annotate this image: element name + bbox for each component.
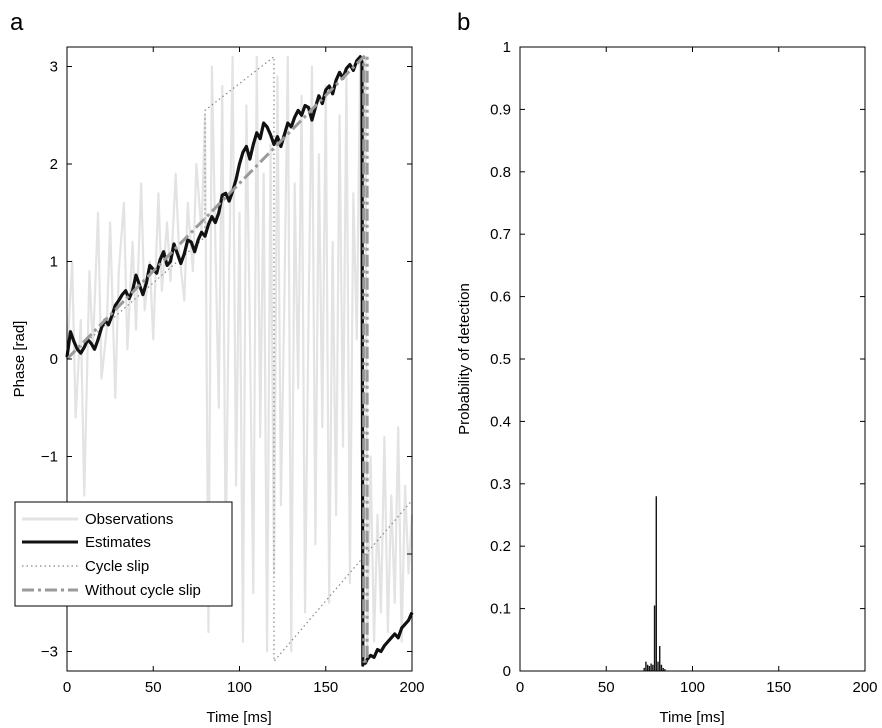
panel-label-b: b: [457, 9, 470, 36]
panel-label-a: a: [10, 9, 24, 36]
plot-area-a: [65, 55, 414, 667]
y-tick-label-b: 0.4: [490, 413, 511, 430]
x-axis-label-b: Time [ms]: [659, 709, 724, 726]
x-tick-label-a: 150: [313, 679, 338, 696]
axes-frame-b: [519, 46, 866, 672]
x-tick-label-b: 0: [516, 679, 524, 696]
y-tick-label-a: −3: [41, 644, 58, 661]
y-tick-label-b: 0.1: [490, 601, 511, 618]
y-tick-label-b: 0.9: [490, 101, 511, 118]
legend: Observations Estimates Cycle slip Withou…: [14, 501, 233, 607]
x-tick-label-a: 200: [399, 679, 424, 696]
chart-panel-b: b 0 50 100 150 200 0 0.1 0.2 0.3 0.4 0.5 0.6 0.7 0.8…: [456, 9, 878, 726]
x-tick-label-a: 100: [227, 679, 252, 696]
y-ticks-b: 0 0.1 0.2 0.3 0.4 0.5 0.6 0.7 0.8 0.9 1: [490, 39, 865, 680]
legend-entry-cycle-slip: Cycle slip: [85, 558, 149, 575]
plot-area-b: [643, 496, 666, 671]
x-tick-label-a: 0: [63, 679, 71, 696]
y-tick-label-b: 0.7: [490, 226, 511, 243]
x-tick-label-b: 200: [852, 679, 877, 696]
x-ticks-a: 0 50 100 150 200: [63, 47, 425, 696]
x-tick-label-b: 150: [766, 679, 791, 696]
y-axis-label-a: Phase [rad]: [11, 321, 28, 398]
x-tick-label-a: 50: [145, 679, 162, 696]
x-ticks-b: 0 50 100 150 200: [516, 47, 878, 696]
y-tick-label-b: 0.5: [490, 351, 511, 368]
legend-entry-estimates: Estimates: [85, 534, 151, 551]
y-tick-label-b: 1: [503, 39, 511, 56]
y-tick-label-a: 3: [50, 59, 58, 76]
y-tick-label-b: 0.2: [490, 538, 511, 555]
y-tick-label-a: 2: [50, 156, 58, 173]
y-tick-label-a: −1: [41, 449, 58, 466]
y-tick-label-a: 1: [50, 254, 58, 271]
series-line-without-cycle-slip: [65, 55, 369, 663]
x-axis-label-a: Time [ms]: [206, 709, 271, 726]
x-tick-label-b: 50: [598, 679, 615, 696]
y-tick-label-b: 0: [503, 663, 511, 680]
x-tick-label-b: 100: [680, 679, 705, 696]
y-axis-label-b: Probability of detection: [456, 283, 473, 435]
legend-entry-without-cycle-slip: Without cycle slip: [85, 582, 201, 599]
y-tick-label-b: 0.6: [490, 289, 511, 306]
y-tick-label-b: 0.3: [490, 476, 511, 493]
y-tick-label-a: 0: [50, 351, 58, 368]
y-tick-label-b: 0.8: [490, 164, 511, 181]
legend-entry-observations: Observations: [85, 511, 173, 528]
